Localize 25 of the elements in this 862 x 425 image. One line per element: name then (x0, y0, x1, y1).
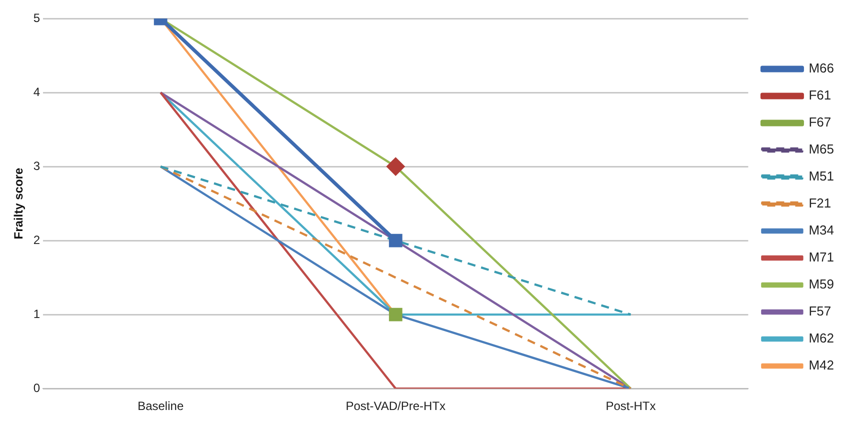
x-tick-label: Baseline (138, 399, 184, 414)
legend-label: M34 (808, 222, 834, 238)
legend-label: F67 (808, 114, 832, 130)
legend-label: M71 (808, 250, 834, 265)
legend-label: F21 (808, 196, 832, 211)
legend-label: F57 (808, 304, 832, 319)
legend-label: M66 (808, 60, 834, 76)
y-tick-label: 5 (33, 10, 40, 25)
legend-label: M59 (808, 276, 834, 292)
x-tick-label: Post-HTx (606, 399, 656, 414)
point (388, 308, 402, 322)
point (386, 158, 404, 176)
legend-label: M51 (808, 168, 834, 184)
point (388, 234, 402, 248)
legend-label: M42 (808, 358, 834, 373)
y-tick-label: 1 (33, 306, 40, 321)
y-tick-label: 4 (33, 84, 40, 99)
legend-label: M62 (808, 330, 834, 346)
y-axis-title: Frailty score (12, 168, 26, 240)
legend-label: F61 (808, 88, 832, 103)
y-tick-label: 3 (33, 158, 40, 173)
x-tick-label: Post-VAD/Pre-HTx (346, 399, 446, 414)
y-tick-label: 2 (33, 232, 40, 247)
y-tick-label: 0 (33, 380, 40, 395)
legend-label: M65 (808, 142, 834, 157)
